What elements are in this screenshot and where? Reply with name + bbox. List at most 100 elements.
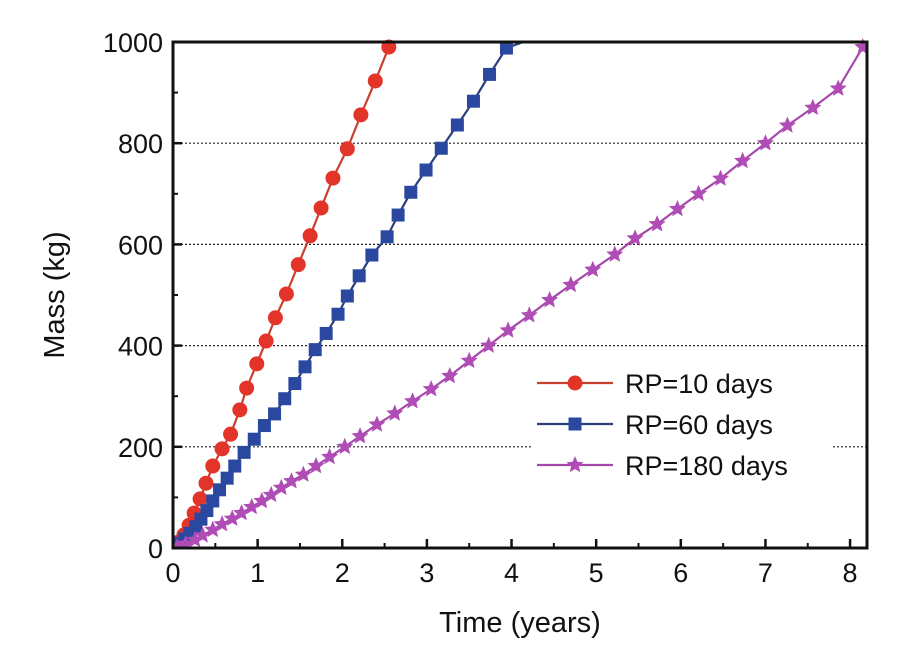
data-point [419,163,433,177]
legend-marker-star-icon [566,456,584,473]
data-point [353,107,369,123]
data-point [253,491,271,509]
series-1 [173,39,397,548]
data-point [365,248,379,262]
x-tick-label: 1 [250,558,265,588]
x-tick-label: 3 [419,558,434,588]
data-point [351,427,369,444]
data-point [460,351,478,369]
data-point [668,199,686,217]
x-tick-label: 4 [504,558,519,588]
x-ticks: 0 1 2 3 4 5 6 7 8 [165,539,858,588]
data-point [483,67,497,81]
legend-item: RP=10 days [537,369,773,399]
data-point [214,441,230,457]
data-point [778,116,796,133]
data-point [267,310,283,326]
data-point [404,185,418,199]
data-point [206,494,220,508]
data-point [368,415,386,432]
data-point [308,343,322,357]
data-point [278,286,294,302]
legend: RP=10 days RP=60 days RP=180 days [537,369,788,481]
x-tick-label: 7 [758,558,773,588]
data-point [220,471,234,485]
data-point [313,200,329,216]
data-point [223,426,239,442]
data-point [606,245,624,262]
y-tick-label: 0 [148,534,163,564]
legend-item: RP=180 days [537,451,788,481]
data-point [391,208,405,222]
data-point [584,260,602,277]
data-point [247,432,261,446]
legend-label: RP=180 days [625,451,788,481]
legend-marker-circle-icon [567,375,583,391]
data-point [232,504,251,521]
data-point [307,457,325,474]
data-point [466,94,480,108]
data-point [232,402,248,418]
data-point [290,257,306,273]
legend-label: RP=10 days [625,369,773,399]
data-point [282,472,301,489]
data-point [278,392,292,406]
data-point [386,404,404,421]
data-point [257,419,271,433]
data-point [648,215,666,232]
x-tick-label: 8 [843,558,858,588]
y-tick-label: 800 [118,129,163,159]
data-point [804,98,822,116]
legend-label: RP=60 days [625,410,773,440]
data-point [198,475,214,491]
x-tick-label: 6 [673,558,688,588]
data-point [339,141,355,157]
x-tick-label: 5 [589,558,604,588]
data-point [712,169,730,186]
data-point [499,321,517,338]
x-tick-label: 2 [335,558,350,588]
data-point [734,151,752,169]
data-point [228,459,242,473]
x-tick-label: 0 [165,558,180,588]
data-point [403,392,422,409]
data-point [205,458,221,474]
data-point [562,275,580,293]
data-point [268,407,282,421]
data-point [243,498,261,515]
x-axis-title: Time (years) [439,607,601,639]
y-axis-title: Mass (kg) [39,231,71,358]
data-point [325,170,341,186]
data-point [626,229,644,246]
data-point [829,79,847,96]
data-point [450,118,464,132]
data-point [239,380,255,396]
data-point [298,360,312,374]
data-point [434,141,448,155]
y-tick-label: 400 [118,332,163,362]
data-point [422,380,440,397]
data-point [213,483,227,497]
data-point [520,306,538,323]
data-point [272,478,290,496]
data-point [213,515,231,532]
data-point [288,377,302,391]
data-point [319,326,333,340]
data-point [690,184,708,202]
data-point [204,520,222,538]
series-layer [173,38,867,548]
data-point [367,73,383,89]
data-point [194,526,212,543]
legend-item: RP=60 days [537,410,773,440]
y-tick-label: 1000 [103,28,163,58]
data-point [192,491,208,507]
data-point [294,465,312,482]
data-point [249,356,265,372]
data-point [380,230,394,244]
data-point [321,447,339,465]
data-point [352,269,366,283]
data-point [480,336,498,353]
data-point [237,445,251,459]
data-point [258,333,274,349]
